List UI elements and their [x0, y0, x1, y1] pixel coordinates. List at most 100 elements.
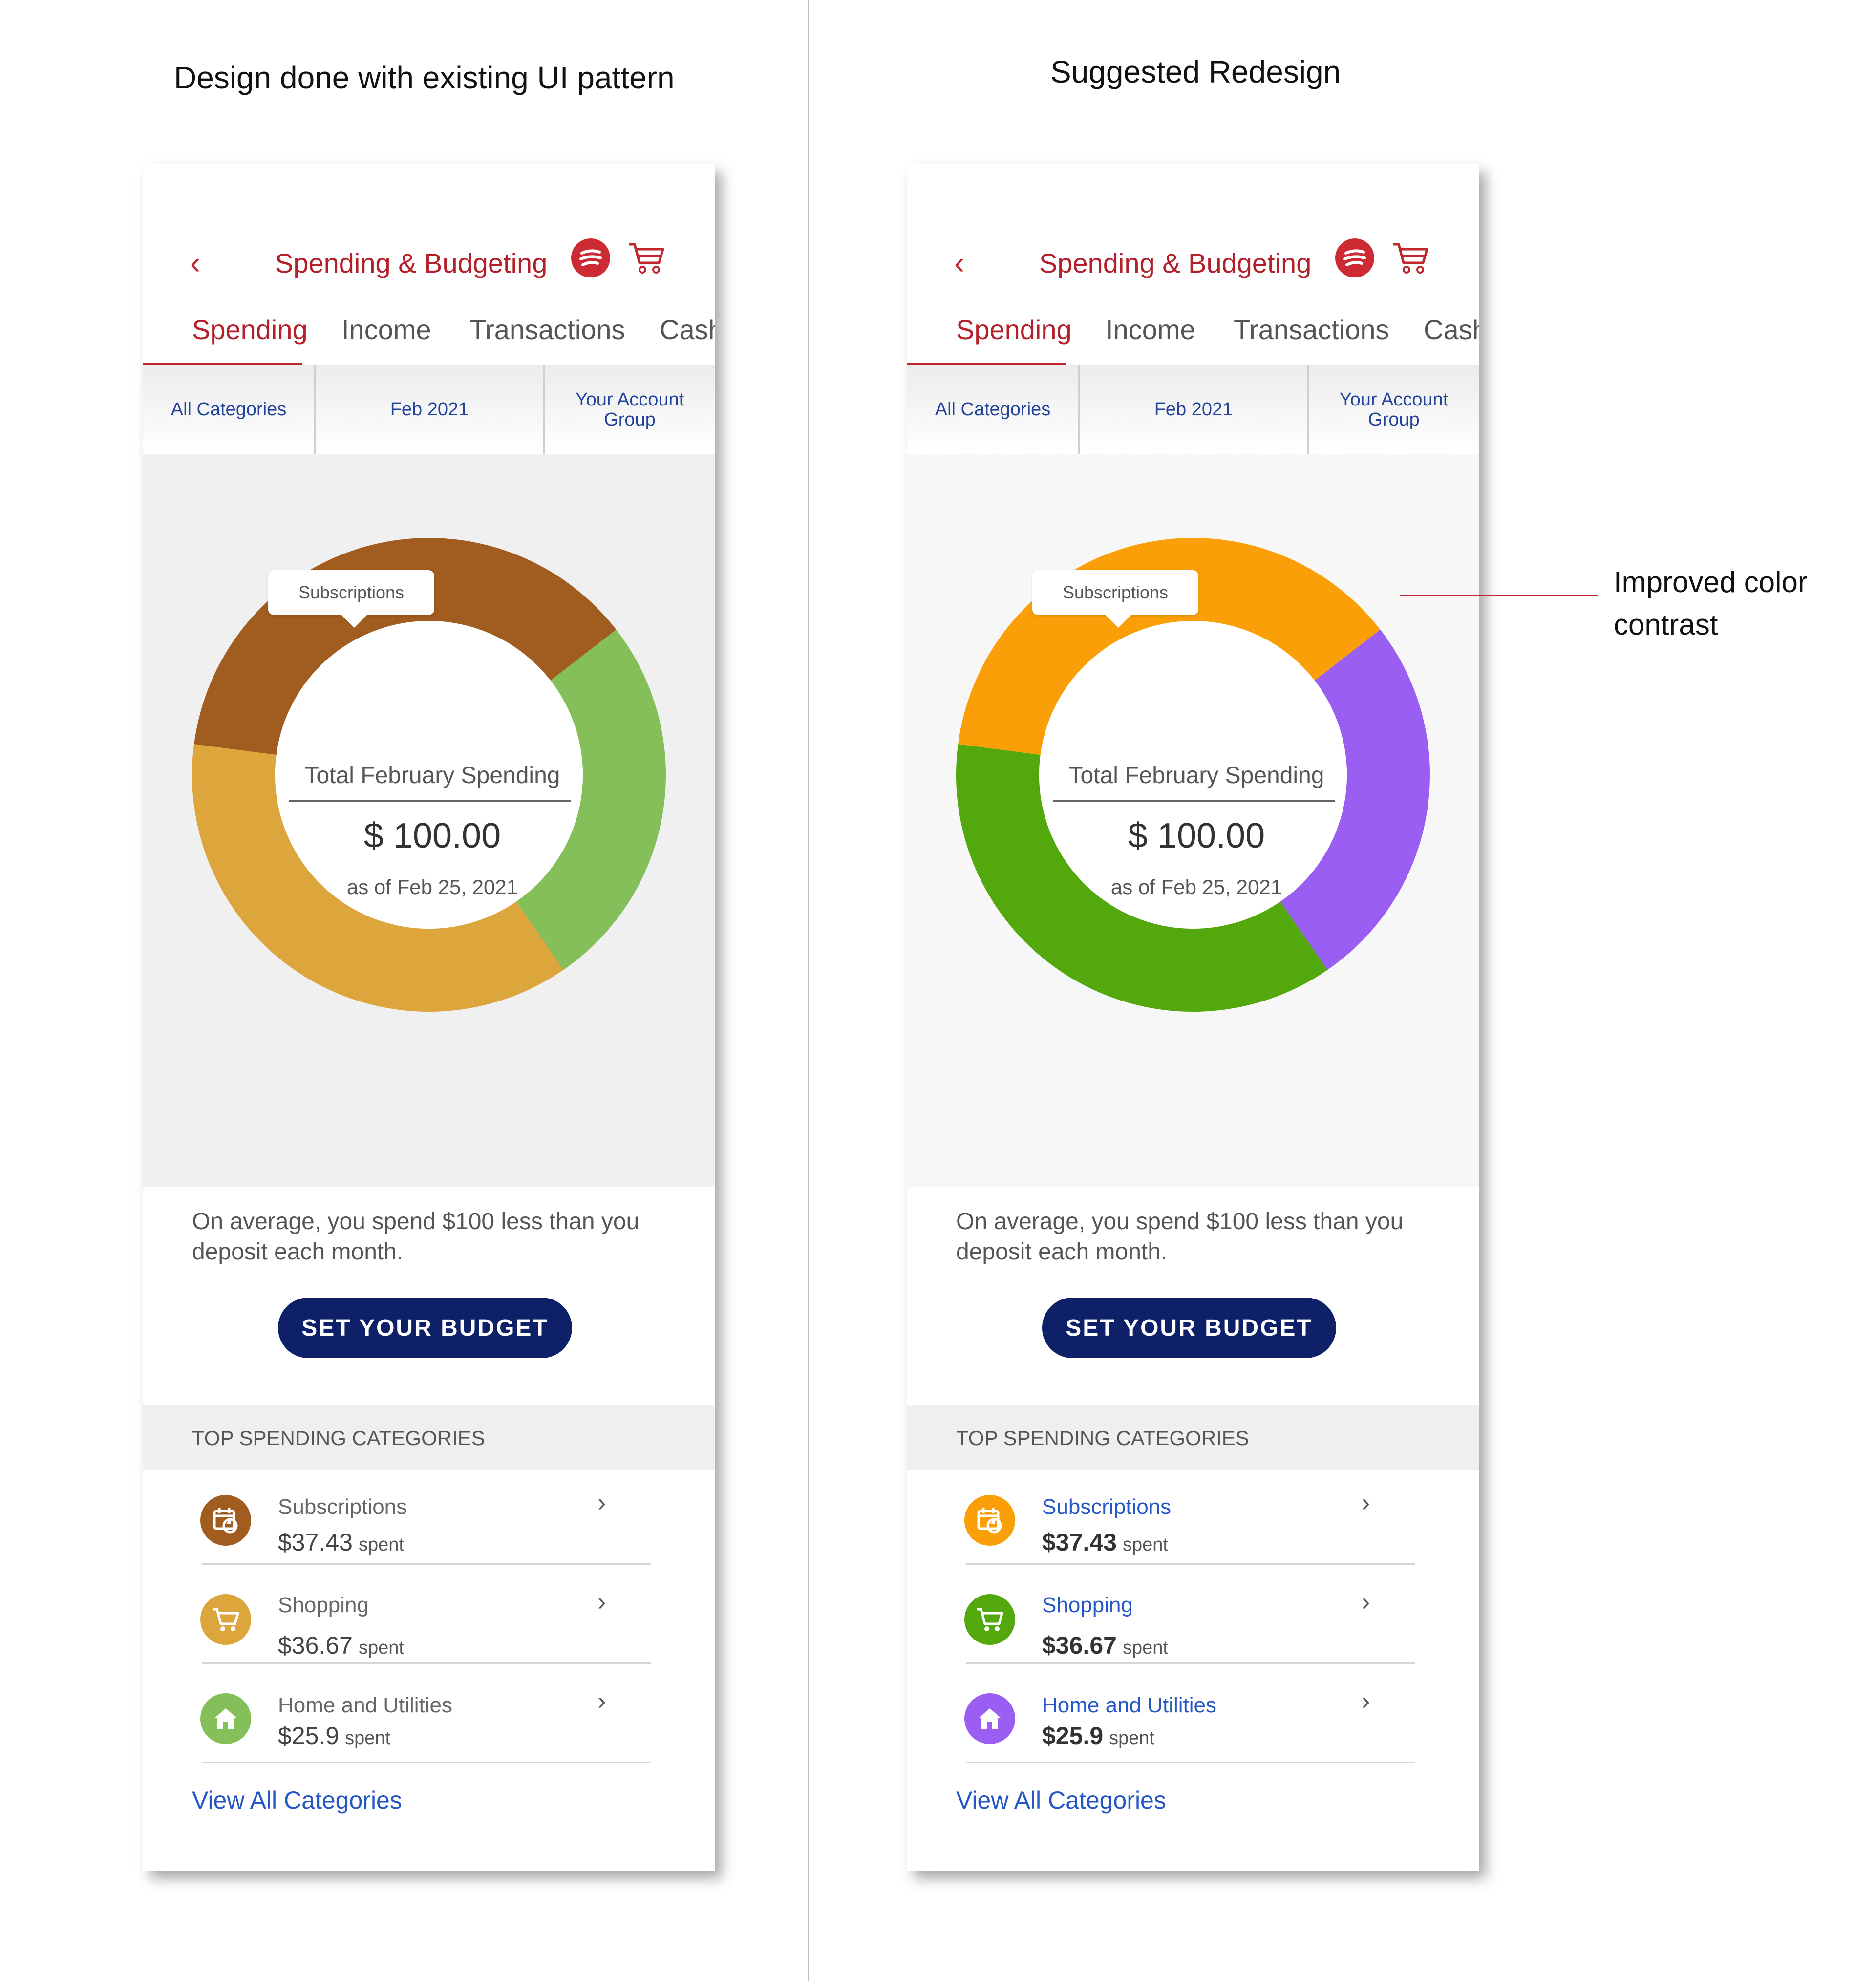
category-name: Subscriptions — [278, 1495, 407, 1519]
cart-icon — [964, 1594, 1015, 1645]
donut-slice-home[interactable] — [1280, 629, 1430, 970]
filter-separator — [314, 365, 316, 454]
amount-value: $25.9 — [278, 1722, 340, 1749]
filter-bar: All Categories Feb 2021 Your Account Gro… — [143, 365, 715, 454]
donut-slice-home[interactable] — [516, 629, 666, 970]
category-row-shopping[interactable]: Shopping $36.67 spent › — [143, 1570, 715, 1669]
total-amount: $ 100.00 — [363, 816, 501, 855]
categories-header-label: TOP SPENDING CATEGORIES — [956, 1427, 1249, 1449]
row-divider — [966, 1563, 1415, 1565]
tab-bar: Spending Income Transactions Cash — [907, 314, 1479, 356]
category-row-home[interactable]: Home and Utilities $25.9 spent › — [907, 1669, 1479, 1768]
set-budget-button[interactable]: SET YOUR BUDGET — [1042, 1298, 1336, 1358]
amount-value: $36.67 — [278, 1632, 353, 1659]
chevron-right-icon[interactable]: › — [597, 1588, 606, 1616]
chart-tooltip: Subscriptions — [1032, 570, 1198, 628]
annotation-pointer-line — [1400, 595, 1598, 596]
category-name: Shopping — [1042, 1593, 1133, 1617]
home-icon — [200, 1693, 251, 1744]
categories-header: TOP SPENDING CATEGORIES — [143, 1405, 715, 1470]
category-name: Shopping — [278, 1593, 369, 1617]
filter-bar: All Categories Feb 2021 Your Account Gro… — [907, 365, 1479, 454]
tab-transactions[interactable]: Transactions — [469, 314, 625, 345]
row-divider — [202, 1563, 651, 1565]
chevron-right-icon[interactable]: › — [597, 1687, 606, 1715]
average-insight: On average, you spend $100 less than you… — [192, 1209, 640, 1265]
filter-separator — [1307, 365, 1309, 454]
category-name: Subscriptions — [1042, 1495, 1172, 1519]
heading-redesign: Suggested Redesign — [1050, 54, 1341, 89]
spent-label: spent — [358, 1534, 404, 1555]
row-divider — [966, 1662, 1415, 1664]
phone-existing: ‹ Spending & Budgeting Spending Income T… — [143, 164, 715, 1871]
filter-account-group[interactable]: Your Account Group — [575, 389, 684, 430]
set-budget-button[interactable]: SET YOUR BUDGET — [278, 1298, 572, 1358]
category-amount: $25.9 spent — [1042, 1722, 1154, 1750]
total-amount: $ 100.00 — [1128, 816, 1265, 855]
tab-income[interactable]: Income — [1106, 314, 1195, 345]
filter-month[interactable]: Feb 2021 — [390, 399, 469, 420]
tab-income[interactable]: Income — [341, 314, 431, 345]
brand-logo-icon[interactable] — [1335, 238, 1374, 277]
category-amount: $25.9 spent — [278, 1722, 390, 1750]
category-amount: $37.43 spent — [1042, 1528, 1168, 1556]
category-row-home[interactable]: Home and Utilities $25.9 spent › — [143, 1669, 715, 1768]
chevron-right-icon[interactable]: › — [597, 1489, 606, 1517]
view-all-categories-link[interactable]: View All Categories — [192, 1787, 402, 1814]
chevron-left-icon[interactable]: ‹ — [954, 245, 965, 280]
chevron-left-icon[interactable]: ‹ — [190, 245, 201, 280]
categories-header: TOP SPENDING CATEGORIES — [907, 1405, 1479, 1470]
filter-categories[interactable]: All Categories — [171, 399, 287, 420]
tab-cash[interactable]: Cash — [1424, 314, 1479, 345]
tab-cash[interactable]: Cash — [660, 314, 715, 345]
amount-value: $25.9 — [1042, 1722, 1104, 1749]
center-rule — [1053, 800, 1335, 802]
amount-value: $36.67 — [1042, 1632, 1117, 1659]
filter-account-group[interactable]: Your Account Group — [1339, 389, 1449, 430]
brand-logo-icon[interactable] — [571, 238, 610, 277]
phone-redesign: ‹ Spending & Budgeting Spending Income T… — [907, 164, 1479, 1871]
filter-categories[interactable]: All Categories — [935, 399, 1051, 420]
amount-value: $37.43 — [1042, 1529, 1117, 1556]
chevron-right-icon[interactable]: › — [1362, 1588, 1370, 1616]
category-row-subscriptions[interactable]: Subscriptions $37.43 spent › — [143, 1470, 715, 1570]
category-name: Home and Utilities — [278, 1693, 453, 1717]
category-row-shopping[interactable]: Shopping $36.67 spent › — [907, 1570, 1479, 1669]
donut-center — [275, 621, 583, 929]
app-title: Spending & Budgeting — [1039, 248, 1312, 278]
category-row-subscriptions[interactable]: Subscriptions $37.43 spent › — [907, 1470, 1479, 1570]
spent-label: spent — [358, 1638, 404, 1658]
donut-slice-shopping[interactable] — [956, 744, 1328, 1012]
view-all-categories-link[interactable]: View All Categories — [956, 1787, 1166, 1814]
categories-header-label: TOP SPENDING CATEGORIES — [192, 1427, 485, 1449]
center-label: Total February Spending — [304, 763, 560, 788]
center-rule — [289, 800, 571, 802]
cart-icon — [200, 1594, 251, 1645]
spent-label: spent — [345, 1728, 391, 1748]
as-of-date: as of Feb 25, 2021 — [346, 875, 518, 898]
spent-label: spent — [1122, 1638, 1168, 1658]
category-amount: $37.43 spent — [278, 1528, 404, 1556]
row-divider — [202, 1662, 651, 1664]
as-of-date: as of Feb 25, 2021 — [1110, 875, 1282, 898]
row-divider — [966, 1762, 1415, 1763]
home-icon — [964, 1693, 1015, 1744]
tab-transactions[interactable]: Transactions — [1234, 314, 1389, 345]
cart-icon[interactable] — [1391, 240, 1430, 276]
tab-bar: Spending Income Transactions Cash — [143, 314, 715, 356]
tab-spending[interactable]: Spending — [956, 314, 1072, 345]
filter-month[interactable]: Feb 2021 — [1154, 399, 1233, 420]
chart-area: Subscriptions Total February Spending $ … — [143, 454, 715, 1187]
chevron-right-icon[interactable]: › — [1362, 1489, 1370, 1517]
active-tab-indicator — [907, 363, 1066, 365]
calendar-refresh-icon — [964, 1495, 1015, 1546]
spent-label: spent — [1109, 1728, 1155, 1748]
cart-icon[interactable] — [627, 240, 666, 276]
chevron-right-icon[interactable]: › — [1362, 1687, 1370, 1715]
row-divider — [202, 1762, 651, 1763]
donut-center — [1039, 621, 1347, 929]
donut-slice-shopping[interactable] — [192, 744, 564, 1012]
tab-spending[interactable]: Spending — [192, 314, 308, 345]
app-title: Spending & Budgeting — [275, 248, 548, 278]
calendar-refresh-icon — [200, 1495, 251, 1546]
